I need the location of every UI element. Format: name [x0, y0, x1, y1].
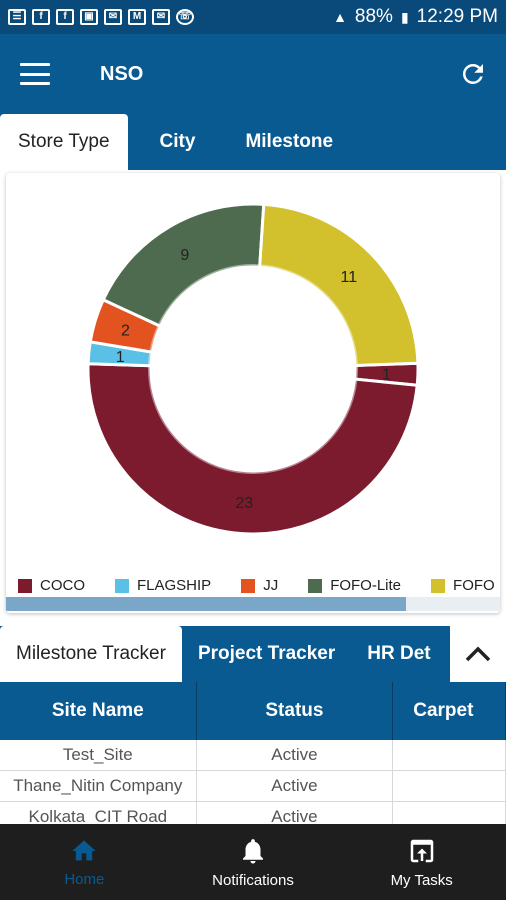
tab-store-type[interactable]: Store Type — [0, 114, 128, 170]
slice-value-label: 1 — [382, 366, 391, 383]
mail-icon: ✉ — [152, 9, 170, 25]
notification-icons: ☰ f f ▣ ✉ M ✉ ☏ — [8, 9, 194, 25]
tasks-icon — [410, 839, 433, 862]
menu-icon[interactable] — [20, 63, 50, 85]
table-row[interactable]: Kolkata_CIT Road Active — [0, 802, 506, 824]
cell-status: Active — [197, 740, 394, 770]
slice-value-label: 2 — [121, 323, 130, 340]
cell-site-name: Thane_Nitin Company — [0, 771, 197, 801]
legend-label: FOFO-Lite — [330, 577, 402, 594]
legend-swatch — [18, 578, 32, 593]
tab-city[interactable]: City — [159, 131, 196, 152]
nav-my-tasks[interactable]: My Tasks — [337, 824, 506, 900]
slice-value-label: 11 — [341, 269, 358, 286]
legend-item-coco[interactable]: COCO — [18, 577, 85, 594]
tab-milestone[interactable]: Milestone — [245, 131, 334, 152]
donut-slice-fofo[interactable] — [258, 202, 420, 367]
nav-notifications[interactable]: Notifications — [169, 824, 338, 900]
legend-item-fofo[interactable]: FOFO — [431, 577, 495, 594]
slice-value-label: 9 — [180, 247, 189, 264]
collapse-button[interactable] — [450, 626, 506, 682]
legend-item-fofo-lite[interactable]: FOFO-Lite — [308, 577, 401, 594]
legend-swatch — [431, 578, 446, 593]
legend-label: FOFO — [453, 577, 495, 594]
nav-notifications-label: Notifications — [212, 871, 294, 889]
gmail-icon: M — [128, 9, 146, 25]
mail-icon: ✉ — [104, 9, 122, 25]
cell-carpet — [393, 771, 506, 801]
legend-swatch — [308, 578, 323, 593]
legend-swatch — [115, 578, 129, 593]
cell-carpet — [393, 802, 506, 824]
header-carpet[interactable]: Carpet — [393, 682, 506, 740]
table-row[interactable]: Thane_Nitin Company Active — [0, 771, 506, 802]
donut-chart[interactable]: 1 23 1 2 9 11 — [6, 173, 500, 573]
table-row[interactable]: Test_Site Active — [0, 740, 506, 771]
legend-item-jj[interactable]: JJ — [241, 577, 278, 594]
donut-slice-coco[interactable] — [86, 362, 419, 536]
slice-value-label: 1 — [116, 349, 125, 366]
store-tabs: Store Type City Milestone — [0, 114, 506, 170]
legend-scrollbar[interactable] — [6, 597, 500, 611]
table-header: Site Name Status Carpet — [0, 682, 506, 740]
legend-label: JJ — [263, 577, 279, 594]
legend-item-flagship[interactable]: FLAGSHIP — [115, 577, 211, 594]
bell-icon — [243, 838, 263, 863]
facebook-icon: f — [32, 9, 50, 25]
cell-status: Active — [197, 771, 394, 801]
chart-legend: COCO FLAGSHIP JJ FOFO-Lite FOFO — [18, 577, 495, 594]
app-bar: NSO — [0, 34, 506, 114]
clock: 12:29 PM — [416, 6, 498, 27]
milestone-table: Site Name Status Carpet Test_Site Active… — [0, 682, 506, 824]
whatsapp-icon: ☏ — [176, 9, 194, 25]
battery-icon: ▮ — [400, 8, 409, 25]
tab-project-tracker[interactable]: Project Tracker — [197, 643, 336, 664]
signal-icon: ▲ — [333, 9, 347, 25]
cell-site-name: Kolkata_CIT Road — [0, 802, 197, 824]
legend-label: COCO — [40, 577, 85, 594]
nav-home-label: Home — [64, 870, 105, 888]
chevron-up-icon — [465, 646, 491, 662]
facebook-icon: f — [56, 9, 74, 25]
header-status[interactable]: Status — [197, 682, 394, 740]
chart-card: 1 23 1 2 9 11 COCO FLAGSHIP JJ FOFO-Lite FOFO — [6, 173, 500, 613]
bottom-nav: Home Notifications My Tasks — [0, 824, 506, 900]
legend-label: FLAGSHIP — [137, 577, 212, 594]
cell-status: Active — [197, 802, 394, 824]
nav-my-tasks-label: My Tasks — [390, 871, 453, 889]
slice-value-label: 23 — [235, 495, 253, 512]
battery-percent: 88% — [354, 6, 393, 27]
status-bar: ☰ f f ▣ ✉ M ✉ ☏ ▲ 88% ▮ 12:29 PM — [0, 0, 506, 34]
donut-inner-ring — [148, 264, 358, 474]
cell-site-name: Test_Site — [0, 740, 197, 770]
scrollbar-thumb[interactable] — [6, 597, 406, 611]
header-site-name[interactable]: Site Name — [0, 682, 197, 740]
nav-home[interactable]: Home — [0, 824, 169, 900]
tab-hr-details[interactable]: HR Det — [367, 643, 431, 664]
image-icon: ▣ — [80, 9, 98, 25]
cell-carpet — [393, 740, 506, 770]
message-icon: ☰ — [8, 9, 26, 25]
home-icon — [72, 840, 96, 860]
tab-milestone-tracker[interactable]: Milestone Tracker — [0, 626, 182, 682]
app-title: NSO — [100, 62, 144, 85]
refresh-icon[interactable] — [458, 59, 488, 89]
legend-swatch — [241, 578, 256, 593]
tracker-tabs: Milestone Tracker Project Tracker HR Det — [0, 626, 506, 682]
